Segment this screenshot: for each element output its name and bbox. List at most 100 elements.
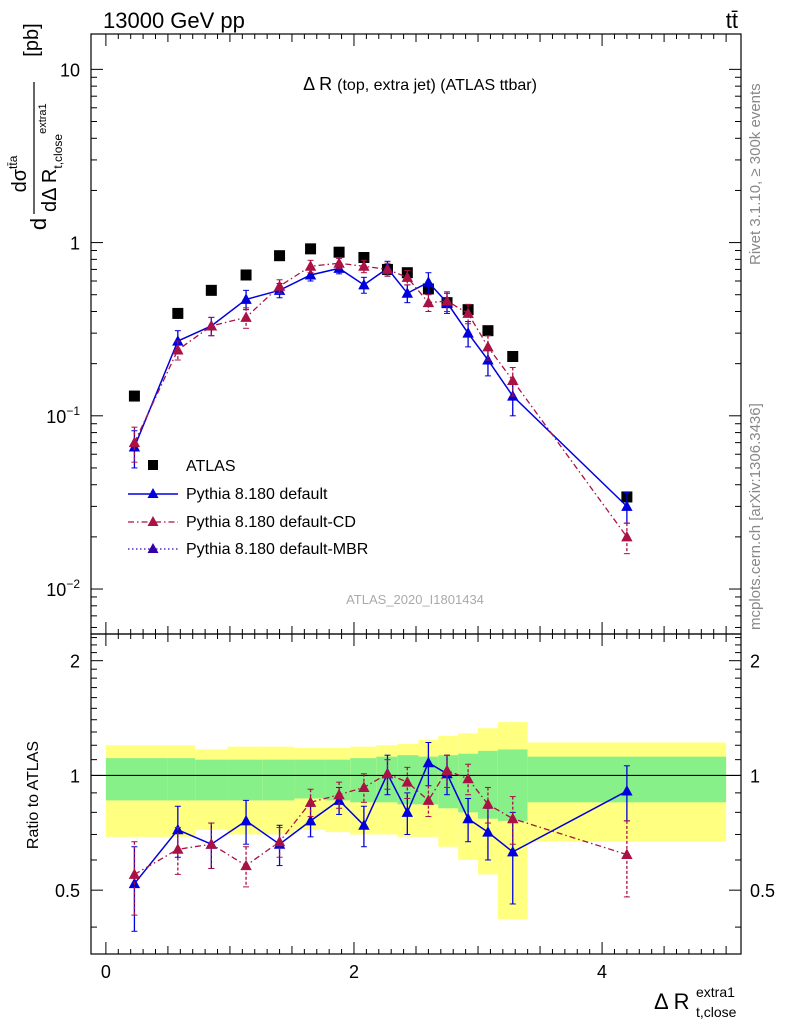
data-point-atlas — [172, 307, 184, 319]
ratio-point — [482, 826, 494, 837]
legend-entry-default-mbr: Pythia 8.180 default-MBR — [128, 541, 368, 558]
ratio-series-line-1 — [134, 769, 628, 875]
data-point — [240, 293, 252, 304]
legend-label-default-mbr: Pythia 8.180 default-MBR — [186, 541, 368, 558]
ratio-point — [358, 781, 370, 792]
uncertainty-band-inner — [478, 750, 498, 819]
ratio-y-tick-label: 1 — [70, 766, 80, 786]
ratio-point — [205, 838, 218, 849]
ylabel-denominator: dΔ Rt,closeextra1 — [37, 103, 65, 212]
data-point — [240, 311, 252, 322]
data-point — [621, 500, 633, 511]
data-point — [422, 276, 435, 287]
ratio-point — [401, 776, 414, 787]
data-point-atlas — [507, 350, 519, 362]
legend-label-atlas: ATLAS — [186, 458, 236, 475]
main-panel: 10 1 10−1 10−2 Δ R (top, extra jet) (ATLAS … — [6, 23, 742, 635]
ratio-panel: 0.5 0.51 12 20 2 4 Ratio to ATLAS Δ R extra1 … — [25, 633, 775, 1020]
x-axis-label: Δ R — [654, 989, 689, 1014]
uncertainty-band-inner — [262, 759, 295, 801]
data-point — [128, 436, 141, 448]
ratio-point — [304, 796, 317, 807]
series-line-2 — [133, 262, 628, 538]
legend-marker-default-cd — [147, 516, 159, 526]
ratio-point — [507, 845, 519, 857]
data-point — [401, 287, 414, 298]
ratio-point — [273, 835, 286, 847]
uncertainty-band-inner — [497, 749, 528, 821]
data-point — [304, 268, 317, 280]
ratio-point — [128, 868, 141, 879]
main-panel-ticks: 10 1 10−1 10−2 — [46, 34, 741, 634]
data-point — [172, 343, 184, 355]
data-point — [462, 307, 474, 318]
y-tick-label: 10−2 — [46, 577, 80, 600]
data-point-atlas — [240, 269, 252, 281]
y-tick-label: 1 — [70, 234, 80, 254]
data-point — [358, 260, 370, 271]
ratio-y-tick-label-right: 0.5 — [750, 881, 775, 901]
x-tick-label: 4 — [597, 962, 607, 982]
process-label: tt̄ — [726, 8, 738, 33]
ratio-point — [304, 814, 317, 826]
energy-label: 13000 GeV pp — [103, 8, 245, 33]
legend-label-default-cd: Pythia 8.180 default-CD — [186, 514, 356, 531]
x-axis-label-sub: t,close — [696, 1004, 737, 1020]
ratio-point — [240, 814, 252, 826]
legend: ATLAS Pythia 8.180 default Pythia 8.180 … — [128, 458, 368, 558]
data-point — [333, 257, 345, 268]
ratio-point — [621, 785, 633, 796]
data-point — [205, 319, 218, 331]
ratio-point — [422, 794, 435, 805]
plot-title-main: Δ R — [303, 74, 332, 94]
x-tick-label: 2 — [349, 962, 359, 982]
ratio-point — [482, 798, 494, 809]
legend-entry-default-cd: Pythia 8.180 default-CD — [128, 514, 356, 531]
legend-marker-default — [147, 488, 159, 498]
ratio-point — [358, 819, 370, 830]
data-point — [441, 294, 453, 306]
ratio-point — [507, 812, 519, 824]
series-line-1 — [133, 267, 628, 507]
data-point-atlas — [128, 390, 140, 402]
ratio-y-tick-label: 2 — [70, 652, 80, 672]
uncertainty-band-inner — [195, 759, 228, 801]
y-tick-label: 10 — [60, 60, 80, 80]
data-point — [482, 340, 494, 352]
data-point-atlas — [358, 252, 370, 264]
main-y-axis-label: d dσtt̄a dΔ Rt,closeextra1 [pb] — [6, 23, 65, 230]
ratio-point — [240, 859, 252, 871]
ratio-point — [462, 772, 474, 784]
uncertainty-band-inner — [167, 758, 196, 801]
ratio-point — [401, 806, 414, 817]
data-point-atlas — [333, 246, 345, 258]
ratio-point — [381, 767, 394, 779]
ratio-panel-series — [128, 742, 633, 932]
y-tick-label: 10−1 — [46, 404, 80, 427]
data-point — [462, 327, 474, 338]
rivet-label: Rivet 3.1.10, ≥ 300k events — [747, 83, 764, 265]
ratio-point — [621, 848, 633, 860]
analysis-label: ATLAS_2020_I1801434 — [346, 592, 484, 607]
data-point — [172, 335, 184, 346]
data-point — [381, 263, 394, 274]
data-point-atlas — [274, 250, 286, 262]
uncertainty-band-inner — [227, 759, 263, 801]
data-point — [273, 280, 286, 291]
uncertainty-band-inner — [438, 755, 459, 809]
uncertainty-band-inner — [294, 759, 326, 799]
data-point — [621, 530, 633, 542]
data-point-atlas — [205, 284, 217, 296]
ylabel-unit: [pb] — [21, 23, 43, 56]
x-axis-label-sup: extra1 — [696, 984, 735, 1000]
data-point — [304, 260, 317, 271]
data-point-atlas — [482, 325, 494, 337]
ratio-series-line-0 — [133, 761, 628, 885]
uncertainty-band-inner — [105, 758, 168, 801]
data-point — [401, 271, 414, 282]
mcplots-label: mcplots.cern.ch [arXiv:1306.3436] — [747, 403, 764, 630]
ylabel-numerator: dσtt̄a — [6, 155, 31, 192]
ratio-point — [333, 788, 345, 800]
legend-entry-default: Pythia 8.180 default — [128, 486, 328, 503]
